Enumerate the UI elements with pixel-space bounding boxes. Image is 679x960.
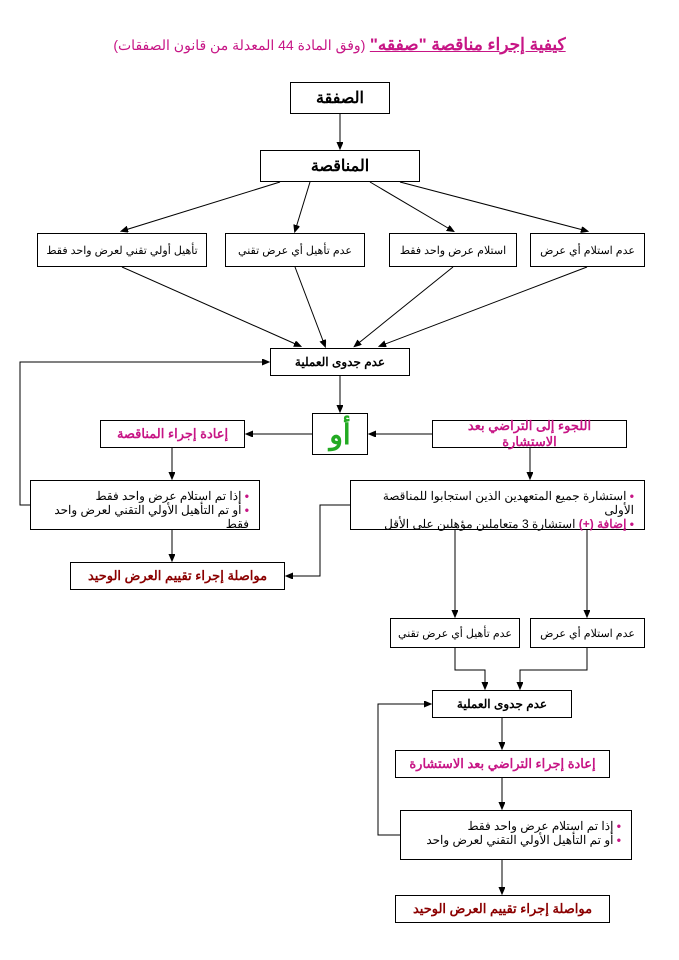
node-one-offer: استلام عرض واحد فقط xyxy=(389,233,517,267)
node-no-tech-qual2: عدم تأهيل أي عرض تقني xyxy=(390,618,520,648)
node-no-tech-qual: عدم تأهيل أي عرض تقني xyxy=(225,233,365,267)
label: مواصلة إجراء تقييم العرض الوحيد xyxy=(413,901,592,917)
list-item: • أو تم التأهيل الأولي التقني لعرض واحد … xyxy=(41,503,249,531)
list-item: • إضافة (+) استشارة 3 متعاملين مؤهلين عل… xyxy=(384,517,634,531)
node-consult-list: • استشارة جميع المتعهدين الذين استجابوا … xyxy=(350,480,645,530)
list-item: • إذا تم استلام عرض واحد فقط xyxy=(96,489,250,503)
label: أو تم التأهيل الأولي التقني لعرض واحد فق… xyxy=(54,503,249,531)
list-item: • إذا تم استلام عرض واحد فقط xyxy=(468,819,622,833)
node-safqa: الصفقة xyxy=(290,82,390,114)
label: عدم تأهيل أي عرض تقني xyxy=(238,244,352,257)
title-main: كيفية إجراء مناقصة "صفقه" xyxy=(370,35,566,54)
node-or: أو xyxy=(312,413,368,455)
page-title: كيفية إجراء مناقصة "صفقه" (وفق المادة 44… xyxy=(0,35,679,55)
node-consult: اللجوء إلى التراضي بعد الاستشارة xyxy=(432,420,627,448)
node-no-offer: عدم استلام أي عرض xyxy=(530,233,645,267)
label: عدم استلام أي عرض xyxy=(540,244,635,257)
label: استلام عرض واحد فقط xyxy=(400,244,506,257)
node-redo-list: • إذا تم استلام عرض واحد فقط • أو تم الت… xyxy=(30,480,260,530)
label: مواصلة إجراء تقييم العرض الوحيد xyxy=(88,568,267,584)
list-item: • أو تم التأهيل الأولي التقني لعرض واحد xyxy=(426,833,621,847)
label: عدم جدوى العملية xyxy=(295,355,385,369)
label: عدم استلام أي عرض xyxy=(540,627,635,640)
label: استشارة جميع المتعهدين الذين استجابوا لل… xyxy=(383,489,634,517)
label: إذا تم استلام عرض واحد فقط xyxy=(468,819,614,833)
label: إعادة إجراء التراضي بعد الاستشارة xyxy=(409,756,595,772)
label: إذا تم استلام عرض واحد فقط xyxy=(96,489,242,503)
label: عدم تأهيل أي عرض تقني xyxy=(398,627,512,640)
label: الصفقة xyxy=(316,88,364,108)
title-sub: (وفق المادة 44 المعدلة من قانون الصفقات) xyxy=(113,37,365,53)
label: أو xyxy=(329,418,350,451)
node-one-tech-qual: تأهيل أولي تقني لعرض واحد فقط xyxy=(37,233,207,267)
label-pre: إضافة (+) xyxy=(579,517,627,531)
node-munaqasa: المناقصة xyxy=(260,150,420,182)
node-no-feasibility2: عدم جدوى العملية xyxy=(432,690,572,718)
label: استشارة 3 متعاملين مؤهلين على الأقل xyxy=(384,517,579,531)
node-continue-eval2: مواصلة إجراء تقييم العرض الوحيد xyxy=(395,895,610,923)
label: أو تم التأهيل الأولي التقني لعرض واحد xyxy=(426,833,613,847)
node-redo: إعادة إجراء المناقصة xyxy=(100,420,245,448)
label: إعادة إجراء المناقصة xyxy=(117,426,228,442)
list-item: • استشارة جميع المتعهدين الذين استجابوا … xyxy=(361,489,634,517)
label: تأهيل أولي تقني لعرض واحد فقط xyxy=(46,244,197,257)
node-redo-consult: إعادة إجراء التراضي بعد الاستشارة xyxy=(395,750,610,778)
label: اللجوء إلى التراضي بعد الاستشارة xyxy=(439,418,620,450)
label: عدم جدوى العملية xyxy=(457,697,547,711)
node-continue-eval: مواصلة إجراء تقييم العرض الوحيد xyxy=(70,562,285,590)
node-no-feasibility: عدم جدوى العملية xyxy=(270,348,410,376)
node-no-offer2: عدم استلام أي عرض xyxy=(530,618,645,648)
label: المناقصة xyxy=(311,156,369,176)
node-redo-list2: • إذا تم استلام عرض واحد فقط • أو تم الت… xyxy=(400,810,632,860)
